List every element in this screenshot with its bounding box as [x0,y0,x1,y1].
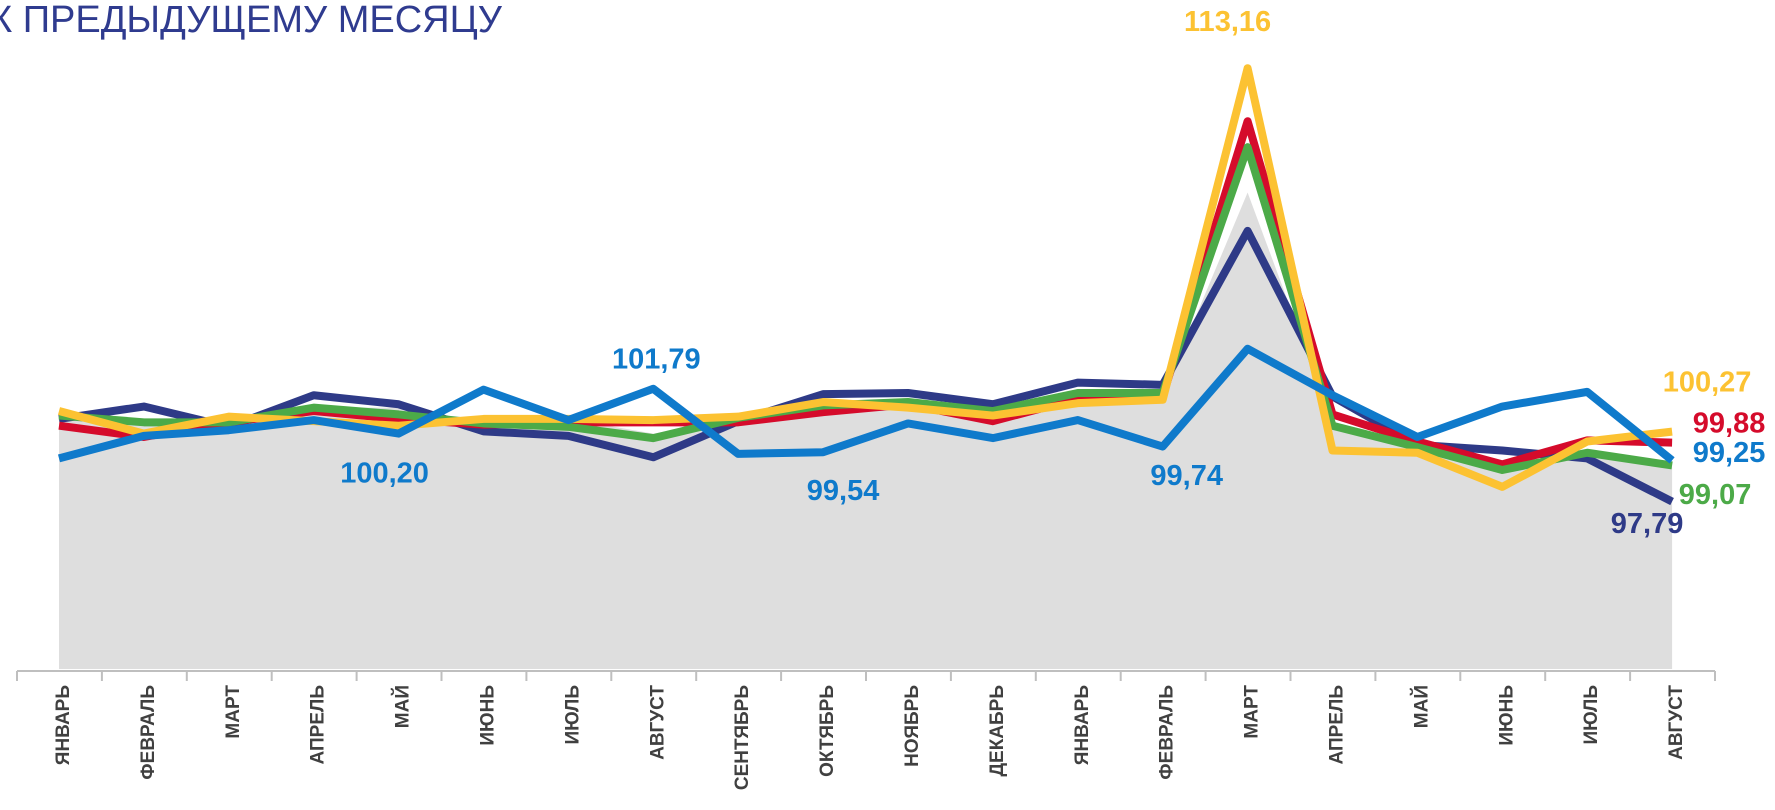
x-tick-label: МАЙ [1410,685,1432,728]
x-tick-label: МАЙ [392,685,414,728]
value-label: 100,20 [340,457,429,489]
x-tick-label: МАРТ [1242,685,1263,739]
x-tick-label: ИЮЛЬ [1581,685,1602,745]
value-label: 97,79 [1611,508,1684,540]
x-tick-label: АВГУСТ [647,685,668,760]
x-tick-label: АВГУСТ [1666,685,1687,760]
value-label: 113,16 [1184,6,1271,38]
x-tick-label: ИЮЛЬ [562,685,583,745]
value-label: 100,27 [1663,366,1752,398]
value-label: 101,79 [612,343,701,375]
x-tick-label: ФЕВРАЛЬ [1157,685,1178,780]
x-tick-label: НОЯБРЬ [902,685,923,767]
value-label: 99,88 [1693,407,1766,439]
x-tick-label: ОКТЯБРЬ [817,685,838,777]
x-tick-label: МАРТ [223,685,244,739]
x-tick-label: ФЕВРАЛЬ [138,685,159,780]
line [57,344,1675,464]
area [59,192,1673,669]
value-label: 99,54 [807,475,880,507]
value-label: 99,07 [1679,479,1752,511]
value-label: 99,25 [1693,437,1766,469]
x-tick-label: ЯНВАРЬ [1072,685,1093,765]
value-label: 99,74 [1150,460,1223,492]
x-tick-label: АПРЕЛЬ [1327,685,1348,764]
x-tick-label: АПРЕЛЬ [308,685,329,764]
chart-title: К ПРЕДЫДУЩЕМУ МЕСЯЦУ [0,0,503,41]
x-tick-label: ИЮНЬ [478,685,499,746]
x-tick-label: ЯНВАРЬ [53,685,74,765]
x-tick-label: СЕНТЯБРЬ [732,685,753,790]
x-tick-label: ДЕКАБРЬ [987,685,1008,777]
x-tick-label: ИЮНЬ [1496,685,1517,746]
